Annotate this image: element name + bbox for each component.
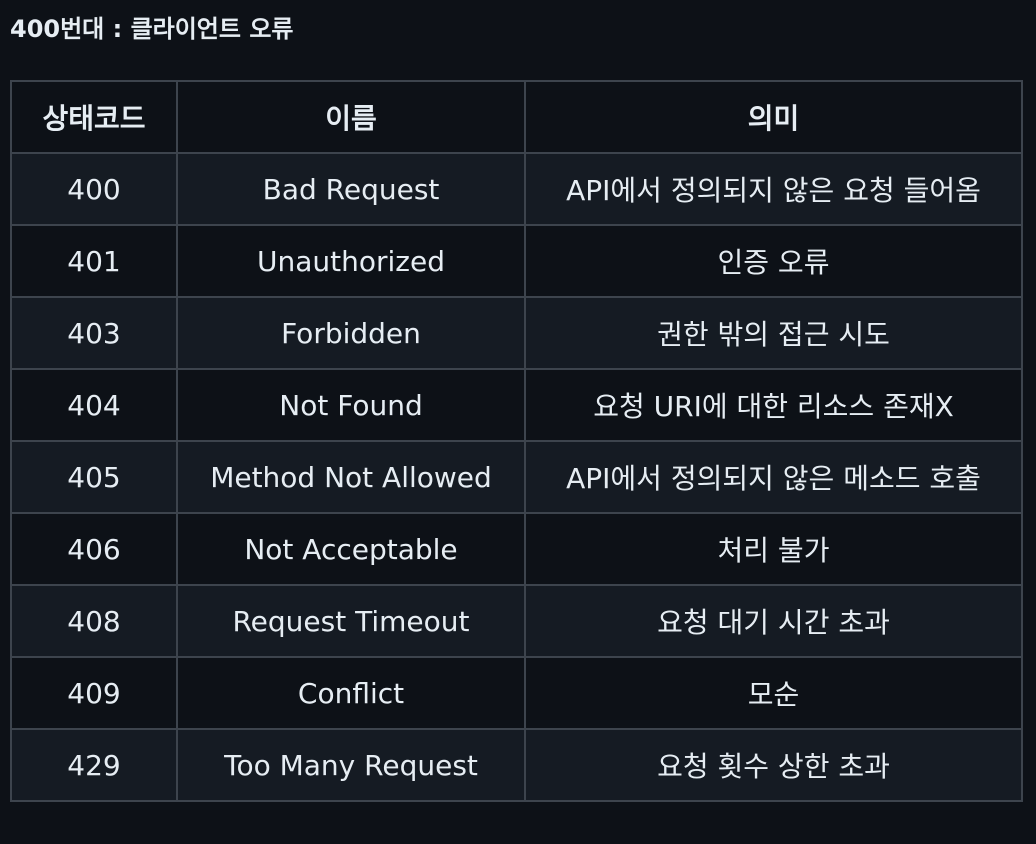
- table-row: 400 Bad Request API에서 정의되지 않은 요청 들어옴: [10, 152, 1023, 226]
- header-status-code: 상태코드: [10, 80, 178, 154]
- header-row: 상태코드 이름 의미: [10, 80, 1023, 154]
- header-meaning: 의미: [524, 80, 1023, 154]
- table-row: 403 Forbidden 권한 밖의 접근 시도: [10, 296, 1023, 370]
- table-row: 406 Not Acceptable 처리 불가: [10, 512, 1023, 586]
- cell-status-code: 429: [10, 728, 178, 802]
- cell-name: Not Found: [176, 368, 526, 442]
- cell-meaning: 요청 URI에 대한 리소스 존재X: [524, 368, 1023, 442]
- cell-status-code: 409: [10, 656, 178, 730]
- cell-status-code: 400: [10, 152, 178, 226]
- cell-meaning: 모순: [524, 656, 1023, 730]
- cell-status-code: 405: [10, 440, 178, 514]
- cell-status-code: 401: [10, 224, 178, 298]
- table-row: 429 Too Many Request 요청 횟수 상한 초과: [10, 728, 1023, 802]
- status-code-table-container: 상태코드 이름 의미 400 Bad Request API에서 정의되지 않은…: [10, 80, 1023, 802]
- cell-meaning: 인증 오류: [524, 224, 1023, 298]
- cell-name: Request Timeout: [176, 584, 526, 658]
- section-heading: 400번대 : 클라이언트 오류: [10, 15, 294, 43]
- cell-name: Too Many Request: [176, 728, 526, 802]
- table-row: 405 Method Not Allowed API에서 정의되지 않은 메소드…: [10, 440, 1023, 514]
- cell-status-code: 403: [10, 296, 178, 370]
- cell-name: Forbidden: [176, 296, 526, 370]
- table-body: 400 Bad Request API에서 정의되지 않은 요청 들어옴 401…: [10, 152, 1023, 802]
- cell-name: Not Acceptable: [176, 512, 526, 586]
- cell-meaning: API에서 정의되지 않은 메소드 호출: [524, 440, 1023, 514]
- table-row: 404 Not Found 요청 URI에 대한 리소스 존재X: [10, 368, 1023, 442]
- cell-meaning: 처리 불가: [524, 512, 1023, 586]
- cell-name: Method Not Allowed: [176, 440, 526, 514]
- cell-meaning: 권한 밖의 접근 시도: [524, 296, 1023, 370]
- cell-status-code: 408: [10, 584, 178, 658]
- cell-meaning: 요청 대기 시간 초과: [524, 584, 1023, 658]
- cell-name: Unauthorized: [176, 224, 526, 298]
- cell-status-code: 404: [10, 368, 178, 442]
- cell-name: Bad Request: [176, 152, 526, 226]
- cell-meaning: API에서 정의되지 않은 요청 들어옴: [524, 152, 1023, 226]
- cell-name: Conflict: [176, 656, 526, 730]
- status-code-table: 상태코드 이름 의미 400 Bad Request API에서 정의되지 않은…: [10, 80, 1023, 802]
- table-header: 상태코드 이름 의미: [10, 80, 1023, 154]
- header-name: 이름: [176, 80, 526, 154]
- cell-meaning: 요청 횟수 상한 초과: [524, 728, 1023, 802]
- table-row: 409 Conflict 모순: [10, 656, 1023, 730]
- table-row: 408 Request Timeout 요청 대기 시간 초과: [10, 584, 1023, 658]
- cell-status-code: 406: [10, 512, 178, 586]
- table-row: 401 Unauthorized 인증 오류: [10, 224, 1023, 298]
